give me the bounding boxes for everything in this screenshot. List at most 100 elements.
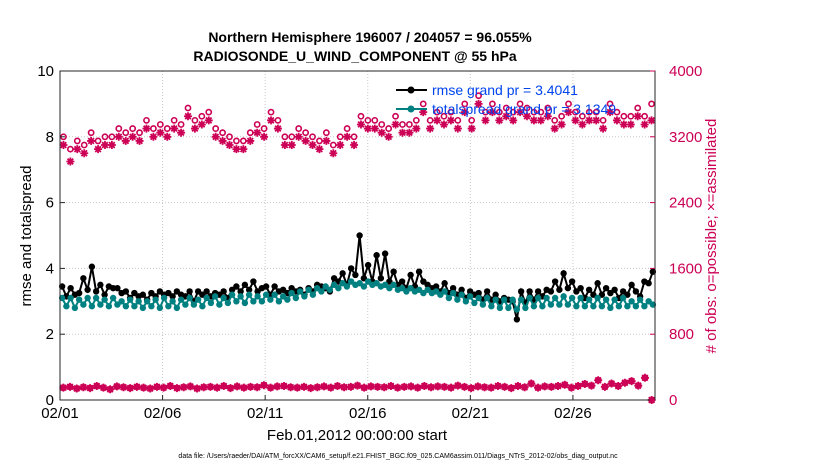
point-obs-assimilated — [280, 141, 289, 150]
point-obs-possible — [613, 108, 621, 116]
point-obs-assimilated-lower- — [366, 382, 375, 391]
point-obs-assimilated — [606, 108, 615, 117]
point-obs-assimilated-lower- — [420, 382, 429, 391]
point-obs-assimilated — [391, 120, 400, 129]
point-totalspread — [488, 303, 495, 310]
point-obs-assimilated — [239, 145, 248, 154]
point-obs-assimilated-lower- — [152, 382, 161, 391]
point-obs-assimilated — [599, 124, 608, 133]
point-obs-assimilated-lower- — [66, 382, 75, 391]
point-obs-assimilated-lower- — [447, 383, 456, 392]
y-tick-label-right: 0 — [669, 392, 677, 409]
point-obs-possible — [267, 108, 275, 116]
point-totalspread — [471, 299, 478, 307]
y-tick-label-left: 2 — [46, 326, 54, 343]
point-obs-possible — [115, 125, 123, 132]
x-tick-label: 02/01 — [41, 405, 79, 422]
point-obs-assimilated-lower- — [233, 382, 242, 391]
point-obs-assimilated — [398, 128, 407, 137]
point-rmse — [381, 250, 389, 257]
chart-title-line1: Northern Hemisphere 196007 / 204057 = 96… — [208, 29, 532, 45]
point-obs-possible — [143, 116, 150, 124]
point-rmse — [339, 270, 346, 277]
x-tick-label: 02/26 — [554, 405, 592, 422]
point-rmse — [245, 286, 253, 293]
point-obs-possible — [66, 145, 74, 153]
point-obs-possible — [156, 121, 164, 128]
point-rmse — [262, 283, 270, 290]
point-totalspread — [267, 296, 274, 303]
point-obs-possible — [136, 129, 143, 137]
point-rmse — [84, 286, 91, 293]
point-obs-assimilated-lower- — [607, 379, 616, 388]
point-obs-possible — [357, 112, 365, 120]
point-rmse — [122, 288, 130, 295]
point-obs-assimilated-lower- — [346, 382, 355, 391]
point-totalspread — [462, 298, 470, 305]
point-obs-assimilated-lower- — [286, 383, 295, 392]
point-obs-assimilated — [315, 145, 324, 154]
point-rmse — [220, 288, 227, 295]
point-totalspread — [97, 301, 104, 308]
point-obs-assimilated — [87, 136, 96, 145]
point-totalspread — [143, 298, 151, 305]
point-obs-assimilated — [571, 116, 580, 125]
point-rmse — [398, 278, 406, 285]
point-rmse — [114, 284, 121, 292]
point-rmse — [632, 288, 640, 295]
point-totalspread — [577, 294, 584, 302]
point-obs-assimilated — [557, 120, 566, 129]
point-totalspread — [190, 301, 198, 308]
point-totalspread — [479, 301, 487, 308]
point-totalspread — [534, 294, 542, 302]
point-totalspread — [148, 303, 155, 310]
point-obs-assimilated-lower- — [534, 383, 543, 392]
point-totalspread — [556, 301, 563, 308]
y-tick-label-right: 800 — [669, 326, 694, 343]
point-obs-possible — [405, 121, 413, 128]
point-obs-assimilated-lower- — [500, 382, 509, 391]
point-obs-assimilated-lower- — [72, 384, 81, 393]
point-obs-assimilated — [612, 116, 621, 125]
point-obs-assimilated-lower- — [440, 382, 449, 391]
point-totalspread — [186, 294, 193, 302]
point-totalspread — [335, 284, 342, 292]
point-rmse — [517, 288, 525, 295]
point-obs-assimilated — [232, 145, 241, 154]
legend-label-rmse: rmse grand pr = 3.4041 — [432, 82, 578, 98]
point-obs-possible — [585, 108, 593, 116]
point-totalspread — [568, 294, 576, 302]
y-tick-label-left: 10 — [37, 63, 54, 80]
point-obs-assimilated-lower- — [574, 382, 583, 391]
point-totalspread — [573, 303, 580, 310]
point-obs-assimilated-lower- — [86, 384, 95, 393]
point-obs-possible — [516, 100, 524, 108]
point-obs-assimilated — [529, 116, 538, 125]
point-totalspread — [441, 288, 448, 295]
point-totalspread — [585, 296, 593, 303]
point-obs-assimilated-lower- — [433, 382, 442, 391]
point-totalspread — [139, 304, 147, 312]
y-tick-label-right: 2400 — [669, 195, 702, 212]
point-obs-assimilated — [488, 108, 497, 117]
point-obs-assimilated-lower- — [279, 382, 288, 391]
plot-frame — [59, 70, 656, 401]
point-obs-assimilated-lower- — [567, 383, 576, 392]
point-totalspread — [122, 303, 130, 310]
point-obs-assimilated-lower- — [253, 383, 262, 392]
legend: rmse grand pr = 3.4041 totalspread grand… — [396, 82, 616, 117]
point-obs-assimilated — [384, 132, 393, 141]
point-totalspread — [539, 303, 546, 310]
point-obs-assimilated — [460, 108, 469, 117]
point-rmse — [169, 293, 176, 300]
point-obs-possible — [281, 133, 289, 141]
point-obs-possible — [322, 129, 330, 137]
point-obs-assimilated-lower- — [193, 384, 202, 393]
point-rmse — [547, 288, 555, 295]
point-obs-assimilated-lower- — [92, 382, 101, 391]
point-obs-assimilated-lower- — [219, 382, 228, 391]
point-totalspread — [445, 294, 453, 302]
point-totalspread — [109, 294, 117, 302]
point-obs-possible — [385, 125, 393, 132]
point-obs-assimilated — [495, 116, 504, 125]
